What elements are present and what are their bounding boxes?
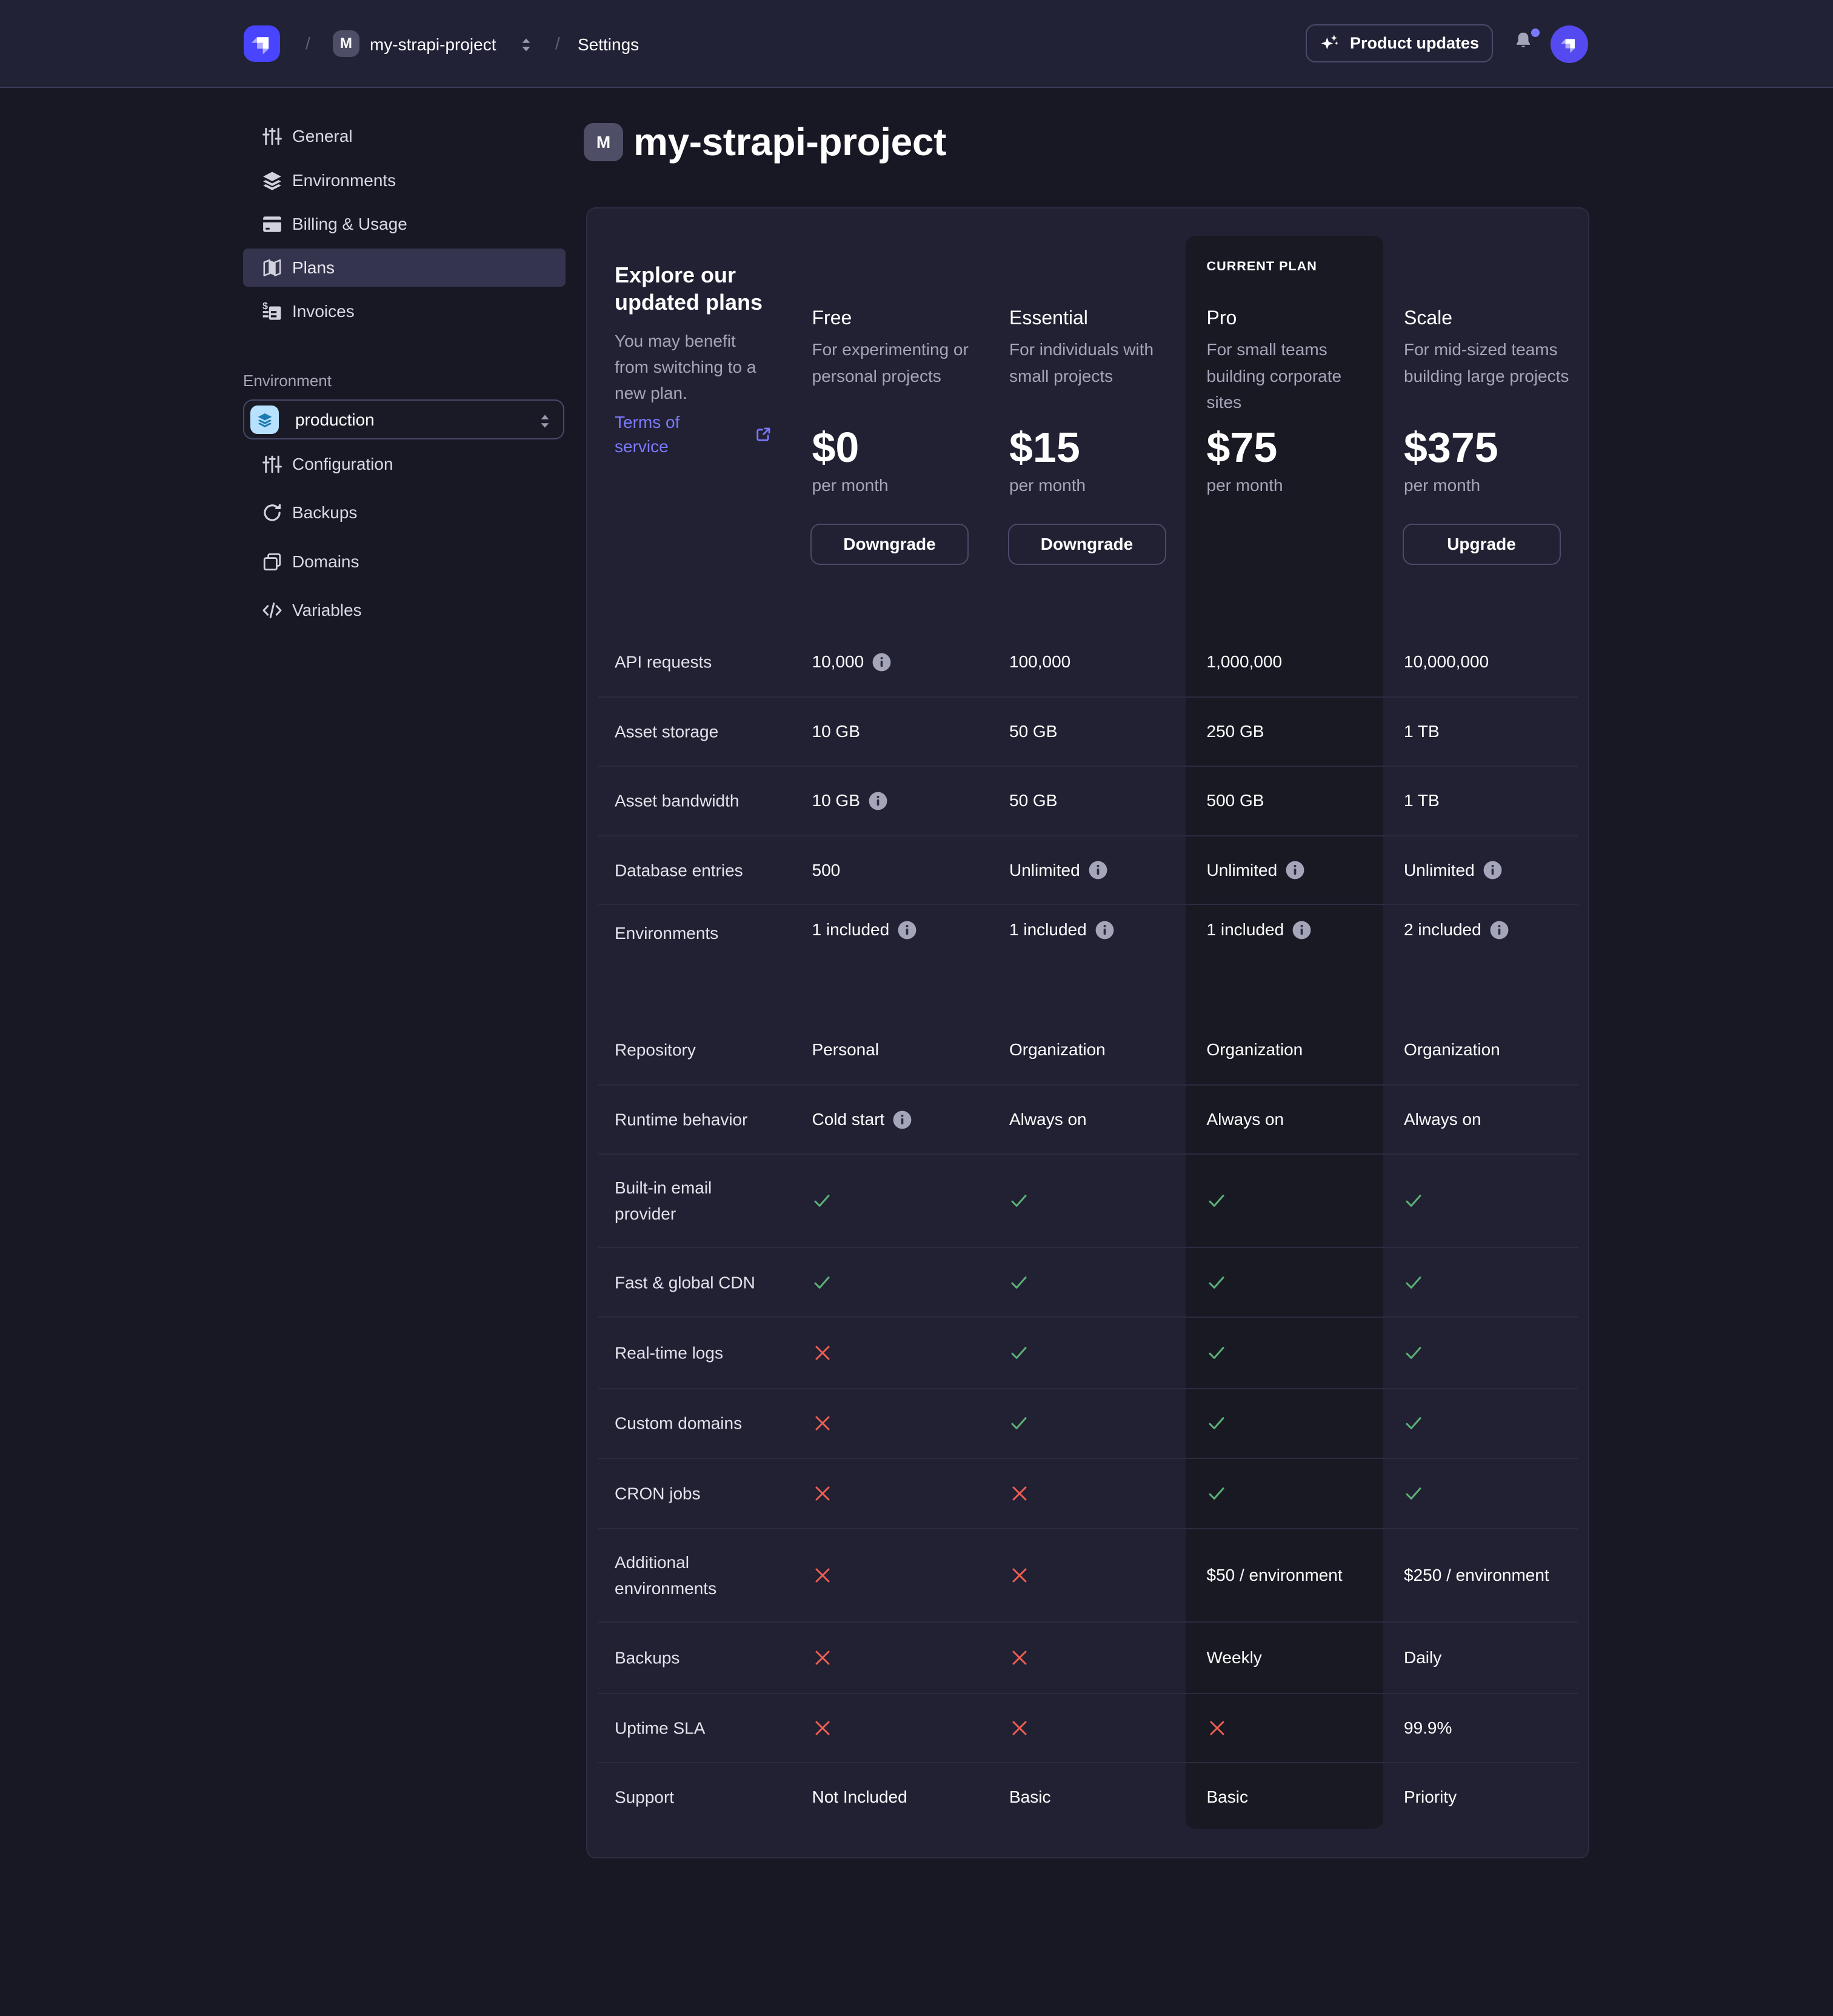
svg-text:$: $ [262,301,268,312]
